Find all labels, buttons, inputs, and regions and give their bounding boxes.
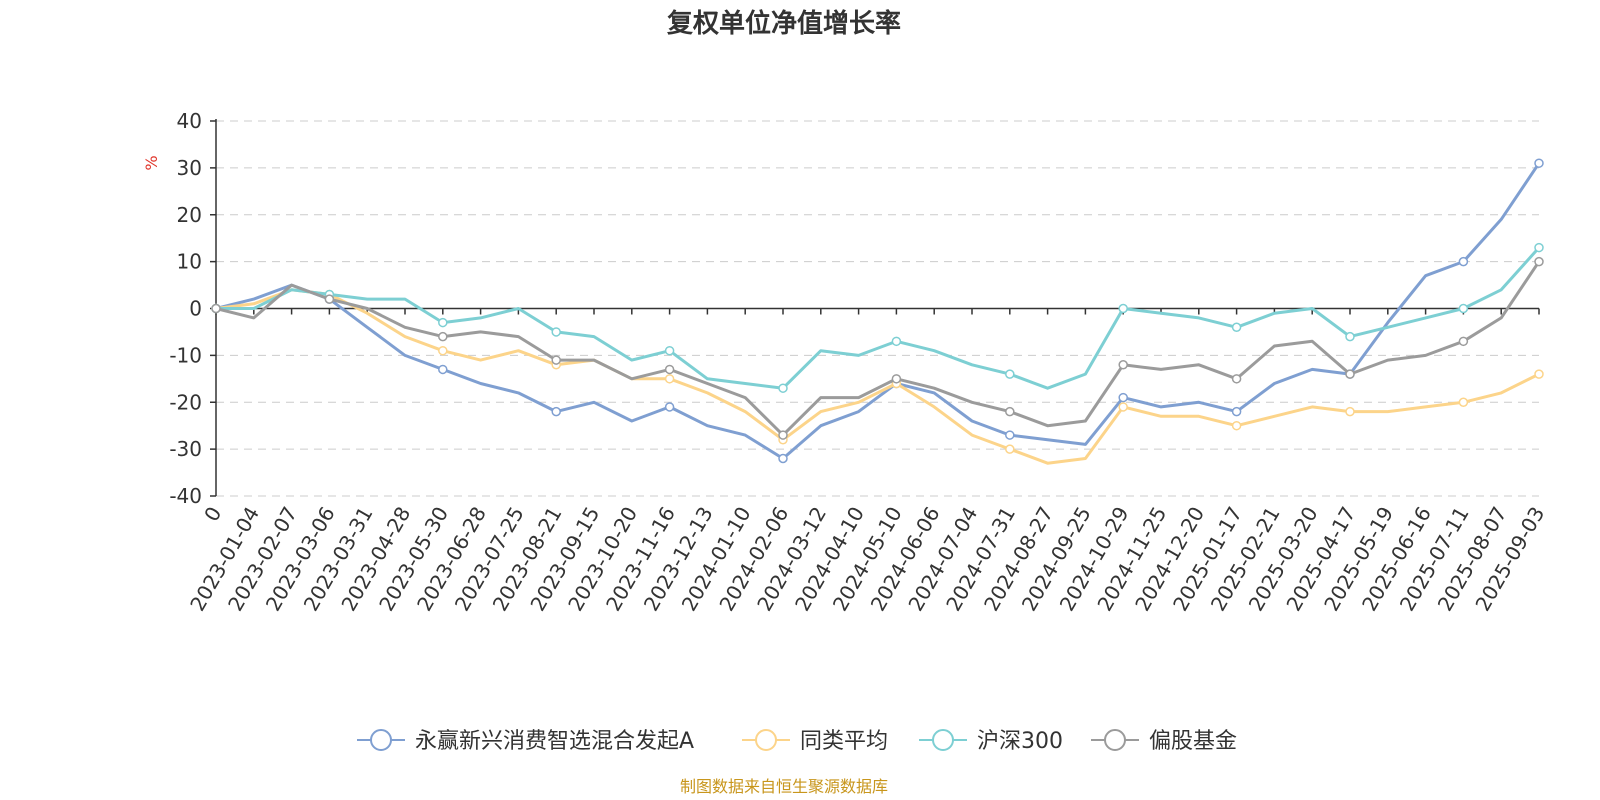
data-point bbox=[1534, 158, 1544, 168]
data-point bbox=[1005, 406, 1015, 417]
data-point bbox=[551, 327, 561, 337]
y-tick-label: -40 bbox=[169, 484, 202, 508]
series-lines bbox=[211, 158, 1544, 465]
data-point bbox=[438, 331, 448, 342]
data-point bbox=[1118, 392, 1128, 403]
legend-item-equity-funds[interactable]: 偏股基金 bbox=[1091, 729, 1237, 754]
x-tick-label: 0 bbox=[199, 503, 226, 526]
data-point bbox=[1118, 360, 1128, 370]
legend-label: 永赢新兴消费智选混合发起A bbox=[415, 729, 694, 754]
data-point bbox=[1231, 406, 1242, 417]
legend-circle-icon bbox=[755, 729, 777, 751]
legend-circle-icon bbox=[1104, 729, 1126, 751]
data-point bbox=[211, 303, 221, 314]
y-tick-label: 40 bbox=[177, 109, 202, 133]
y-tick-label: 20 bbox=[177, 203, 202, 227]
data-point bbox=[1345, 406, 1355, 417]
series-group bbox=[211, 158, 1544, 464]
y-tick-label: 0 bbox=[189, 297, 202, 321]
data-point bbox=[438, 364, 448, 375]
data-point bbox=[1534, 256, 1544, 267]
data-source-note: 制图数据来自恒生聚源数据库 bbox=[680, 777, 888, 796]
data-point bbox=[1534, 242, 1544, 253]
data-point bbox=[664, 364, 675, 375]
y-tick-label: -20 bbox=[169, 390, 202, 414]
y-axis: 40 30 20 10 0 -10 -20 -30 -40 bbox=[169, 109, 217, 508]
data-point bbox=[664, 345, 675, 356]
legend-item-fund[interactable]: 永赢新兴消费智选混合发起A bbox=[357, 729, 694, 754]
data-point bbox=[1118, 303, 1128, 314]
data-point bbox=[664, 374, 675, 384]
data-point bbox=[778, 383, 788, 393]
data-point bbox=[1231, 420, 1242, 431]
data-point bbox=[778, 430, 788, 440]
data-point bbox=[1345, 331, 1355, 342]
legend-item-csi300[interactable]: 沪深300 bbox=[919, 729, 1063, 754]
legend-label: 偏股基金 bbox=[1149, 729, 1237, 754]
series-group bbox=[211, 242, 1544, 393]
data-point bbox=[664, 402, 675, 412]
data-point bbox=[778, 453, 788, 464]
data-point bbox=[1005, 430, 1015, 440]
data-point bbox=[1458, 397, 1469, 407]
data-point bbox=[438, 317, 448, 328]
legend-label: 同类平均 bbox=[800, 729, 888, 754]
data-point bbox=[891, 336, 902, 347]
data-point bbox=[324, 294, 335, 304]
legend-item-peer-average[interactable]: 同类平均 bbox=[742, 729, 888, 754]
legend: 永赢新兴消费智选混合发起A 同类平均 沪深300 偏股基金 bbox=[357, 729, 1237, 754]
data-point bbox=[1005, 369, 1015, 379]
legend-label: 沪深300 bbox=[977, 729, 1063, 754]
x-axis: 02023-01-042023-02-072023-03-062023-03-3… bbox=[185, 307, 1549, 615]
data-point bbox=[551, 355, 561, 365]
data-point bbox=[1458, 256, 1469, 267]
data-point bbox=[1458, 336, 1469, 347]
legend-circle-icon bbox=[370, 729, 392, 751]
y-axis-unit: % bbox=[142, 155, 161, 170]
y-tick-label: 10 bbox=[177, 250, 202, 274]
data-point bbox=[438, 345, 448, 356]
data-point bbox=[551, 406, 561, 417]
series-line bbox=[215, 162, 1541, 460]
y-tick-label: -10 bbox=[169, 343, 202, 367]
data-point bbox=[1231, 322, 1242, 332]
series-line bbox=[216, 246, 1541, 390]
data-point bbox=[1534, 369, 1544, 379]
y-tick-label: 30 bbox=[177, 156, 202, 180]
data-point bbox=[891, 374, 902, 384]
y-tick-label: -30 bbox=[169, 437, 202, 461]
series-line bbox=[215, 260, 1541, 437]
chart-title: 复权单位净值增长率 bbox=[667, 8, 901, 39]
series-line bbox=[215, 288, 1540, 465]
data-point bbox=[1345, 369, 1355, 379]
legend-circle-icon bbox=[932, 729, 954, 751]
grid-lines bbox=[216, 120, 1539, 497]
series-group bbox=[211, 256, 1544, 440]
data-point bbox=[1231, 374, 1242, 384]
data-point bbox=[1005, 444, 1015, 454]
data-point bbox=[1458, 303, 1469, 314]
data-point bbox=[1118, 402, 1128, 412]
series-group bbox=[211, 288, 1544, 465]
